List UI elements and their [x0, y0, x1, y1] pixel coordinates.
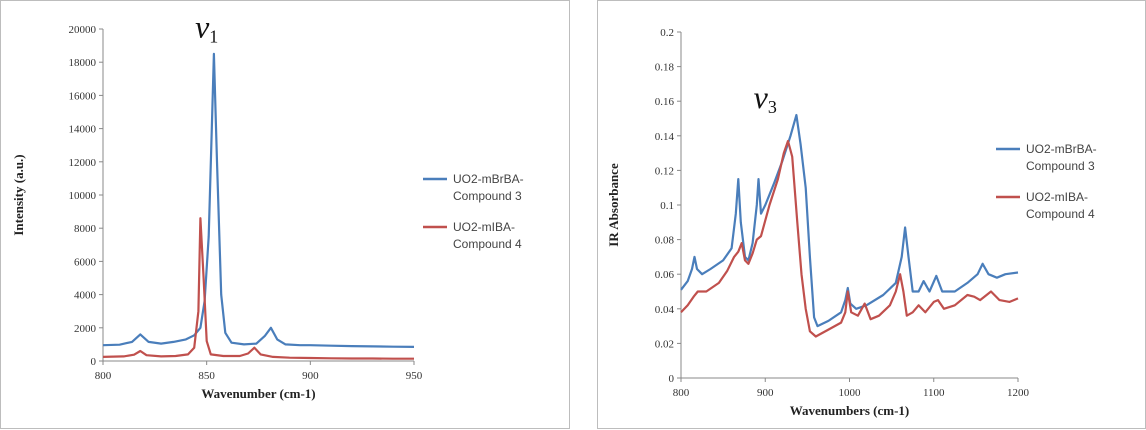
- legend-label: UO2-mIBA-Compound 4: [453, 220, 522, 251]
- y-tick-label: 10000: [69, 190, 97, 202]
- raman-chart: 0 2000 4000 6000 8000 10000 12000 14000 16000 180…: [11, 8, 524, 401]
- y-tick-label: 0.02: [655, 338, 674, 350]
- series-line-1: [680, 113, 1019, 328]
- ir-chart: 0 0.02 0.04 0.06 0.08 0.1 0.12 0.14 0.16 0.18 0.2 8…: [606, 27, 1097, 418]
- y-tick-label: 0.18: [655, 62, 675, 74]
- x-tick-label: 850: [198, 370, 215, 382]
- y-axis-title: Intensity (a.u.): [11, 154, 26, 235]
- legend-label: UO2-mIBA-Compound 4: [1026, 190, 1095, 221]
- x-tick-label: 800: [95, 370, 112, 382]
- x-tick-label: 900: [302, 370, 319, 382]
- y-tick-label: 0: [669, 373, 675, 385]
- y-tick-label: 14000: [69, 124, 97, 136]
- y-tick-label: 20000: [69, 24, 97, 36]
- series-line-1: [102, 52, 415, 348]
- y-axis-title: IR Absorbance: [606, 163, 621, 247]
- ir-chart-panel: 0 0.02 0.04 0.06 0.08 0.1 0.12 0.14 0.16 0.18 0.2 8…: [597, 0, 1146, 429]
- legend-label: UO2-mBrBA-Compound 3: [453, 172, 524, 203]
- peak-annotation: v3: [754, 79, 777, 117]
- y-tick-label: 0.1: [660, 200, 674, 212]
- y-tick-label: 2000: [74, 323, 97, 335]
- y-tick-label: 0.04: [655, 304, 675, 316]
- y-tick-label: 4000: [74, 290, 97, 302]
- y-tick-label: 0.14: [655, 131, 675, 143]
- x-tick-label: 1000: [839, 387, 862, 399]
- series-line-2: [680, 139, 1019, 338]
- y-tick-label: 8000: [74, 223, 97, 235]
- y-tick-label: 0.2: [660, 27, 674, 39]
- peak-annotation: v1: [195, 8, 218, 46]
- y-tick-label: 12000: [69, 157, 97, 169]
- y-tick-label: 0.16: [655, 96, 675, 108]
- x-tick-label: 1100: [923, 387, 945, 399]
- y-tick-label: 0.08: [655, 235, 675, 247]
- y-tick-label: 18000: [69, 57, 97, 69]
- legend-label: UO2-mBrBA-Compound 3: [1026, 142, 1097, 173]
- y-tick-label: 0.06: [655, 269, 675, 281]
- y-tick-label: 16000: [69, 90, 97, 102]
- x-tick-label: 1200: [1007, 387, 1030, 399]
- x-axis-title: Wavenumber (cm-1): [201, 386, 315, 401]
- raman-chart-panel: 0 2000 4000 6000 8000 10000 12000 14000 16000 180…: [0, 0, 570, 429]
- y-tick-label: 6000: [74, 256, 97, 268]
- x-tick-label: 900: [757, 387, 774, 399]
- x-tick-label: 950: [406, 370, 423, 382]
- series-line-2: [102, 217, 414, 360]
- y-tick-label: 0.12: [655, 165, 674, 177]
- y-tick-label: 0: [91, 356, 97, 368]
- x-tick-label: 800: [673, 387, 690, 399]
- x-axis-title: Wavenumbers (cm-1): [790, 403, 910, 418]
